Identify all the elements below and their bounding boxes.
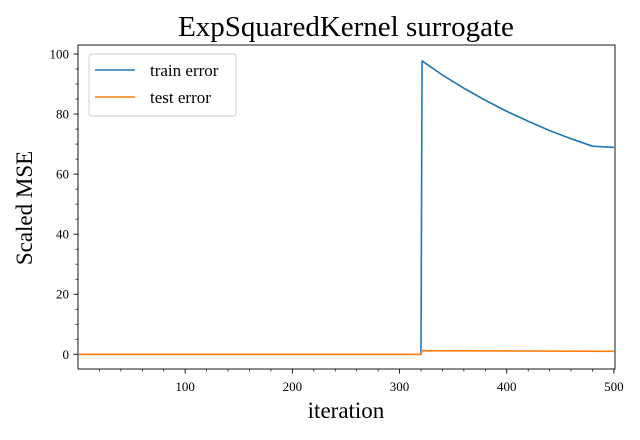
y-tick-label: 20 (56, 287, 69, 302)
plot-area: 100 200 300 400 500 0 20 40 60 80 100 train error te… (50, 44, 624, 394)
chart-title: ExpSquaredKernel surrogate (178, 11, 514, 43)
legend-label-train-error: train error (150, 61, 219, 80)
legend-label-test-error: test error (150, 88, 211, 107)
y-tick-label: 0 (63, 347, 70, 362)
x-tick-label: 200 (283, 379, 303, 394)
x-tick-label: 400 (497, 379, 517, 394)
y-tick-label: 100 (50, 47, 70, 62)
y-axis-label: Scaled MSE (12, 151, 37, 265)
x-axis-label: iteration (308, 398, 385, 423)
y-tick-label: 80 (56, 107, 69, 122)
y-tick-label: 60 (56, 167, 69, 182)
axes-frame (77, 44, 616, 370)
x-tick-label: 100 (175, 379, 195, 394)
x-tick-label: 300 (390, 379, 410, 394)
y-tick-label: 40 (56, 227, 69, 242)
series-line-test-error (79, 349, 614, 356)
series-line-train-error (79, 60, 614, 356)
x-tick-label: 500 (604, 379, 624, 394)
